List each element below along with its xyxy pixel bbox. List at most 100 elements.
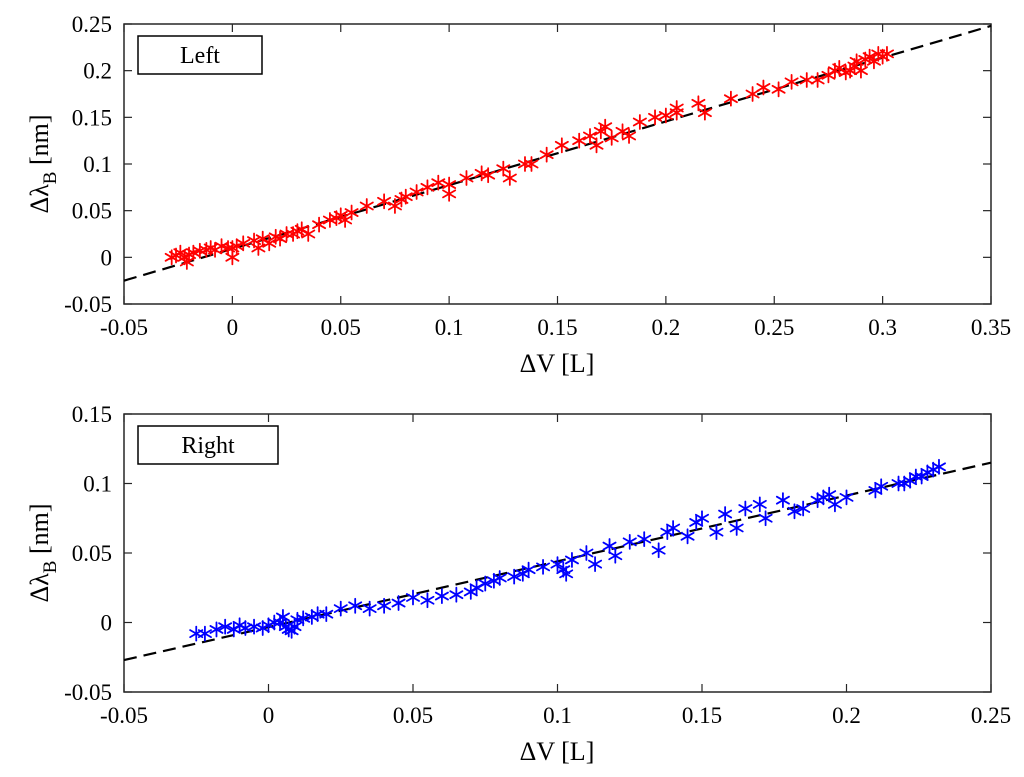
- data-point: [420, 592, 435, 609]
- data-point: [539, 146, 554, 163]
- data-point: [695, 510, 709, 527]
- y-tick-label: 0.15: [72, 105, 112, 130]
- x-tick-label: 0.05: [393, 703, 433, 728]
- data-point: [709, 524, 724, 541]
- data-point: [387, 198, 402, 214]
- data-point: [658, 107, 673, 124]
- data-point: [344, 204, 359, 221]
- data-point: [398, 188, 413, 205]
- data-point: [572, 132, 587, 149]
- data-point: [602, 538, 617, 554]
- data-point: [420, 179, 435, 196]
- x-tick-label: 0.1: [543, 703, 572, 728]
- data-points-right: [189, 458, 946, 642]
- data-point: [775, 492, 790, 509]
- x-tick-labels-right: -0.05 0 0.05 0.1 0.15 0.2 0.25: [100, 414, 1011, 728]
- data-point: [556, 561, 571, 578]
- legend-label-right: Right: [181, 433, 235, 459]
- x-tick-label: -0.05: [100, 315, 148, 340]
- data-point: [632, 114, 647, 130]
- data-point: [238, 620, 253, 636]
- x-tick-label: 0.05: [321, 315, 361, 340]
- data-point: [502, 170, 517, 186]
- legend-right: Right: [137, 425, 279, 465]
- data-point: [758, 510, 773, 527]
- y-axis-label-right: ΔλB [nm]: [25, 503, 61, 602]
- chart-right: -0.05 0 0.05 0.1 0.15 0.2 0.25 -0.05 0 0.05 0.1 0.…: [25, 402, 1011, 766]
- data-point: [745, 86, 760, 102]
- data-point: [799, 72, 814, 88]
- data-point: [209, 621, 224, 638]
- x-axis-label-left: ΔV [L]: [520, 349, 595, 378]
- x-tick-label: 0.3: [868, 315, 897, 340]
- x-tick-label: 0: [263, 703, 275, 728]
- y-tick-label: 0.05: [72, 541, 112, 566]
- data-point: [787, 503, 802, 520]
- data-point: [608, 547, 623, 564]
- data-point: [822, 486, 837, 503]
- data-point: [301, 226, 316, 242]
- data-point: [333, 600, 348, 617]
- data-point: [262, 235, 277, 252]
- data-points-left: [164, 45, 894, 270]
- data-point: [550, 556, 565, 573]
- data-point: [691, 95, 706, 112]
- legend-label-left: Left: [180, 43, 220, 69]
- data-point: [874, 478, 889, 495]
- data-point: [559, 565, 574, 582]
- data-point: [637, 531, 652, 547]
- x-tick-label: 0.15: [537, 315, 577, 340]
- data-point: [651, 542, 666, 559]
- data-point: [697, 104, 712, 121]
- data-point: [666, 520, 681, 536]
- data-point: [771, 81, 786, 98]
- data-point: [879, 45, 894, 62]
- data-point: [459, 170, 474, 186]
- x-tick-label: 0.25: [754, 315, 794, 340]
- data-point: [359, 198, 374, 214]
- data-point: [319, 606, 334, 623]
- y-tick-label: 0.1: [83, 152, 112, 177]
- data-point: [718, 506, 733, 522]
- y-tick-labels-left: -0.05 0 0.05 0.1 0.15 0.2 0.25: [64, 12, 991, 317]
- x-tick-label: 0: [227, 315, 239, 340]
- data-point: [406, 589, 420, 606]
- data-point: [434, 588, 449, 604]
- x-tick-label: -0.05: [100, 703, 148, 728]
- data-point: [752, 496, 767, 513]
- data-point: [218, 618, 233, 635]
- data-point: [179, 254, 194, 270]
- data-point: [524, 156, 539, 172]
- legend-box-left: [137, 35, 263, 75]
- data-point: [564, 552, 579, 568]
- data-point: [391, 595, 406, 611]
- data-point: [296, 610, 311, 627]
- data-point: [839, 489, 854, 506]
- data-point: [579, 545, 594, 561]
- data-point: [853, 62, 868, 79]
- data-point: [236, 235, 251, 252]
- y-tick-label: 0.05: [72, 199, 112, 224]
- x-tick-label: 0.2: [832, 703, 861, 728]
- data-point: [648, 109, 663, 126]
- y-tick-label: 0: [101, 245, 113, 270]
- data-point: [362, 600, 377, 617]
- legend-left: Left: [137, 35, 263, 75]
- data-point: [738, 500, 753, 517]
- data-point: [449, 586, 464, 603]
- data-point: [521, 561, 536, 578]
- x-tick-label: 0.15: [682, 703, 722, 728]
- data-point: [554, 137, 569, 154]
- data-point: [796, 500, 811, 517]
- x-tick-labels-left: -0.05 0 0.05 0.1 0.15 0.2 0.25 0.3 0.35: [100, 24, 1011, 340]
- data-point: [810, 72, 825, 88]
- data-point: [348, 597, 363, 614]
- data-point: [598, 118, 613, 135]
- data-point: [377, 597, 392, 614]
- data-point: [723, 90, 738, 107]
- data-point: [756, 79, 771, 96]
- data-point: [588, 556, 603, 573]
- data-point: [492, 570, 507, 586]
- y-tick-label: -0.05: [64, 292, 112, 317]
